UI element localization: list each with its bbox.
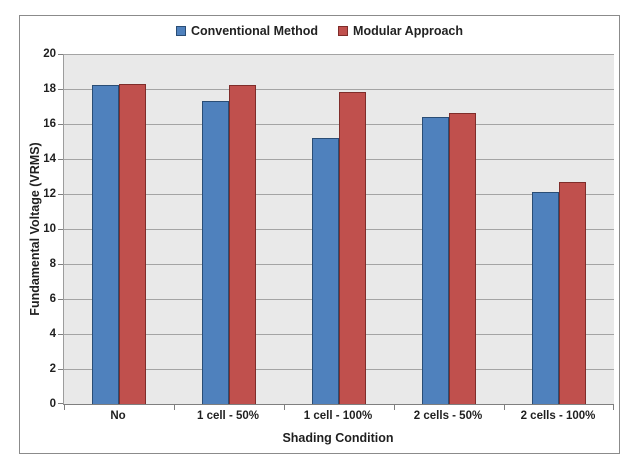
y-tick-label-8: 8 — [49, 258, 56, 270]
x-tick-label-0: No — [110, 410, 126, 422]
x-axis-tick-1 — [174, 405, 175, 410]
bar-conventional-0 — [92, 85, 119, 404]
legend-swatch-modular — [338, 26, 349, 36]
x-tick-label-4: 2 cells - 100% — [520, 410, 596, 422]
gridline-y18 — [64, 89, 614, 90]
y-tick-label-10: 10 — [43, 223, 56, 235]
y-axis-title: Fundamental Voltage (VRMS) — [28, 142, 42, 316]
y-axis-tick-18 — [58, 89, 63, 90]
bar-conventional-2 — [312, 138, 339, 404]
y-axis-tick-0 — [58, 403, 63, 404]
bar-modular-4 — [559, 182, 586, 404]
legend-swatch-conventional — [175, 26, 186, 36]
legend-label-modular: Modular Approach — [353, 24, 464, 38]
x-axis-title: Shading Condition — [282, 431, 394, 445]
bar-conventional-4 — [532, 192, 559, 404]
x-tick-label-1: 1 cell - 50% — [196, 410, 259, 422]
y-axis-tick-14 — [58, 159, 63, 160]
y-tick-label-2: 2 — [49, 363, 56, 375]
x-axis-tick-4 — [504, 405, 505, 410]
y-tick-label-12: 12 — [43, 188, 56, 200]
x-axis-tick-2 — [284, 405, 285, 410]
y-tick-label-0: 0 — [49, 398, 56, 410]
y-tick-label-20: 20 — [43, 48, 56, 60]
chart-frame: Conventional Method Modular Approach 0 2 4… — [19, 15, 620, 454]
bar-conventional-3 — [422, 117, 449, 404]
y-tick-label-14: 14 — [43, 153, 56, 165]
x-axis-tick-3 — [394, 405, 395, 410]
y-axis-tick-8 — [58, 264, 63, 265]
legend-item-conventional: Conventional Method — [175, 24, 319, 38]
bar-modular-2 — [339, 92, 366, 404]
bar-modular-1 — [229, 85, 256, 404]
legend-label-conventional: Conventional Method — [190, 24, 319, 38]
x-axis-tick-5 — [613, 405, 614, 410]
y-tick-label-16: 16 — [43, 118, 56, 130]
y-tick-label-4: 4 — [49, 328, 56, 340]
bar-modular-3 — [449, 113, 476, 404]
y-axis-tick-10 — [58, 229, 63, 230]
y-axis-tick-20 — [58, 54, 63, 55]
x-tick-label-3: 2 cells - 50% — [413, 410, 483, 422]
y-axis-tick-2 — [58, 369, 63, 370]
y-tick-label-18: 18 — [43, 83, 56, 95]
y-axis-tick-4 — [58, 334, 63, 335]
legend: Conventional Method Modular Approach — [20, 22, 619, 40]
y-axis-tick-12 — [58, 194, 63, 195]
bar-modular-0 — [119, 84, 146, 404]
bar-conventional-1 — [202, 101, 229, 404]
gridline-y20 — [64, 54, 614, 55]
plot-area — [58, 54, 614, 410]
x-tick-label-2: 1 cell - 100% — [303, 410, 373, 422]
y-axis-tick-6 — [58, 299, 63, 300]
y-tick-label-6: 6 — [49, 293, 56, 305]
legend-item-modular: Modular Approach — [338, 24, 463, 38]
x-axis-tick-0 — [64, 405, 65, 410]
y-axis-tick-16 — [58, 124, 63, 125]
